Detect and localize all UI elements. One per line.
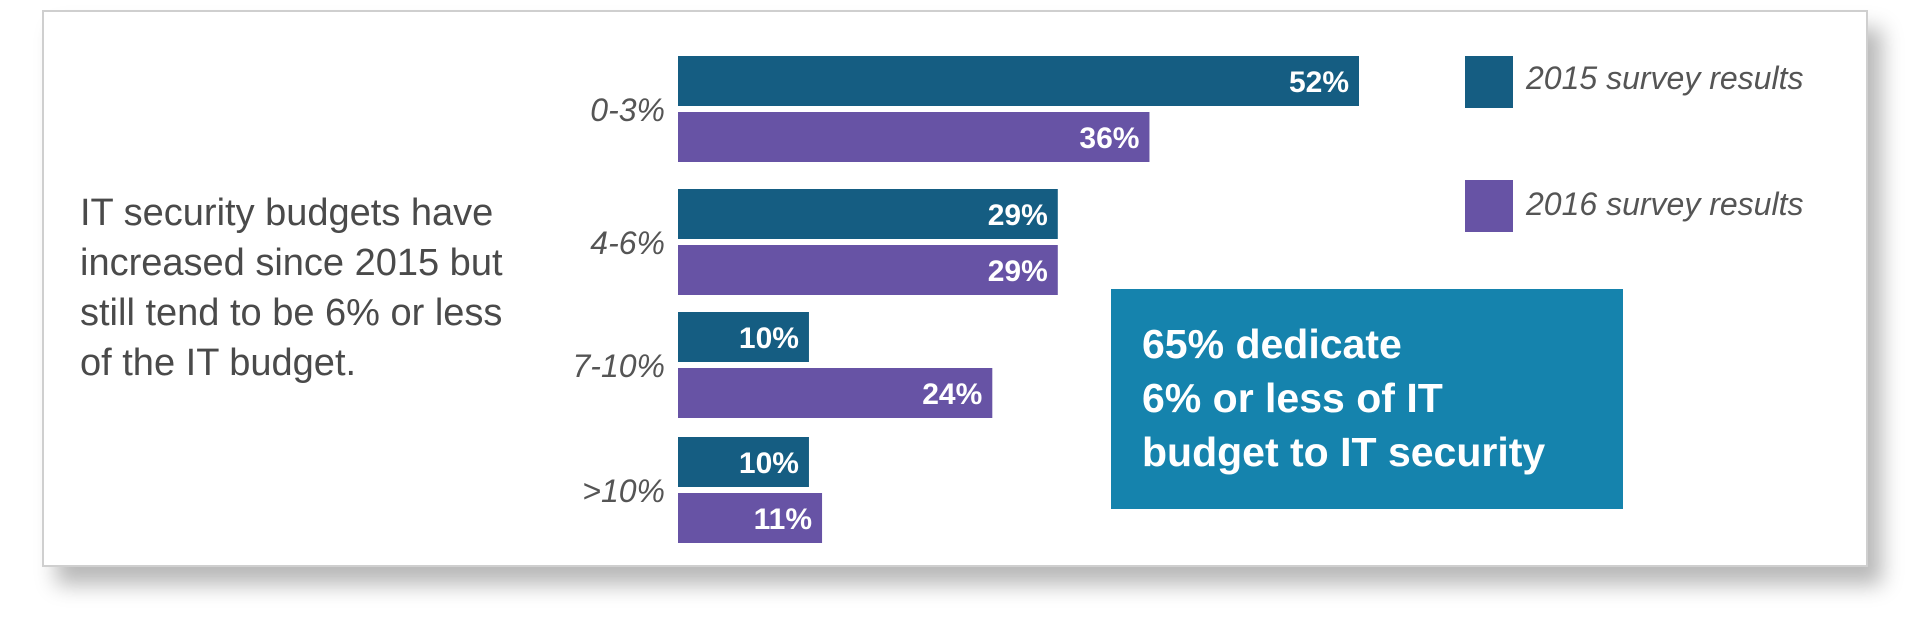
legend-swatch-2016: [1465, 180, 1513, 232]
category-label: >10%: [582, 473, 665, 509]
summary-text: IT security budgets have increased since…: [80, 188, 560, 388]
callout-line: budget to IT security: [1142, 429, 1546, 475]
data-label: 29%: [988, 199, 1048, 232]
legend-label-2016: 2016 survey results: [1526, 186, 1804, 222]
callout-box: 65% dedicate 6% or less of IT budget to …: [1111, 289, 1623, 509]
category-label: 7-10%: [573, 348, 666, 384]
legend-label-2015: 2015 survey results: [1526, 60, 1804, 96]
summary-line: increased since 2015 but: [80, 242, 503, 284]
callout-line: 6% or less of IT: [1142, 375, 1443, 421]
bar-2015-3: [678, 437, 809, 487]
data-label: 52%: [1289, 66, 1349, 99]
bar-2015-1: [678, 189, 1058, 239]
bar-2015-0: [678, 56, 1359, 106]
data-label: 24%: [922, 378, 982, 411]
summary-line: still tend to be 6% or less: [80, 292, 503, 334]
data-label: 10%: [739, 322, 799, 355]
summary-line: IT security budgets have: [80, 192, 494, 234]
bar-2016-0: [678, 112, 1150, 162]
data-label: 10%: [739, 447, 799, 480]
data-label: 29%: [988, 255, 1048, 288]
summary-line: of the IT budget.: [80, 342, 357, 384]
callout-line: 65% dedicate: [1142, 321, 1402, 367]
legend-swatch-2015: [1465, 56, 1513, 108]
data-label: 11%: [754, 503, 812, 536]
bar-2016-1: [678, 245, 1058, 295]
bar-2016-3: [678, 493, 823, 543]
bar-2016-2: [678, 368, 993, 418]
category-label: 0-3%: [590, 92, 665, 128]
category-label: 4-6%: [590, 225, 665, 261]
bar-2015-2: [678, 312, 809, 362]
data-label: 36%: [1079, 122, 1139, 155]
